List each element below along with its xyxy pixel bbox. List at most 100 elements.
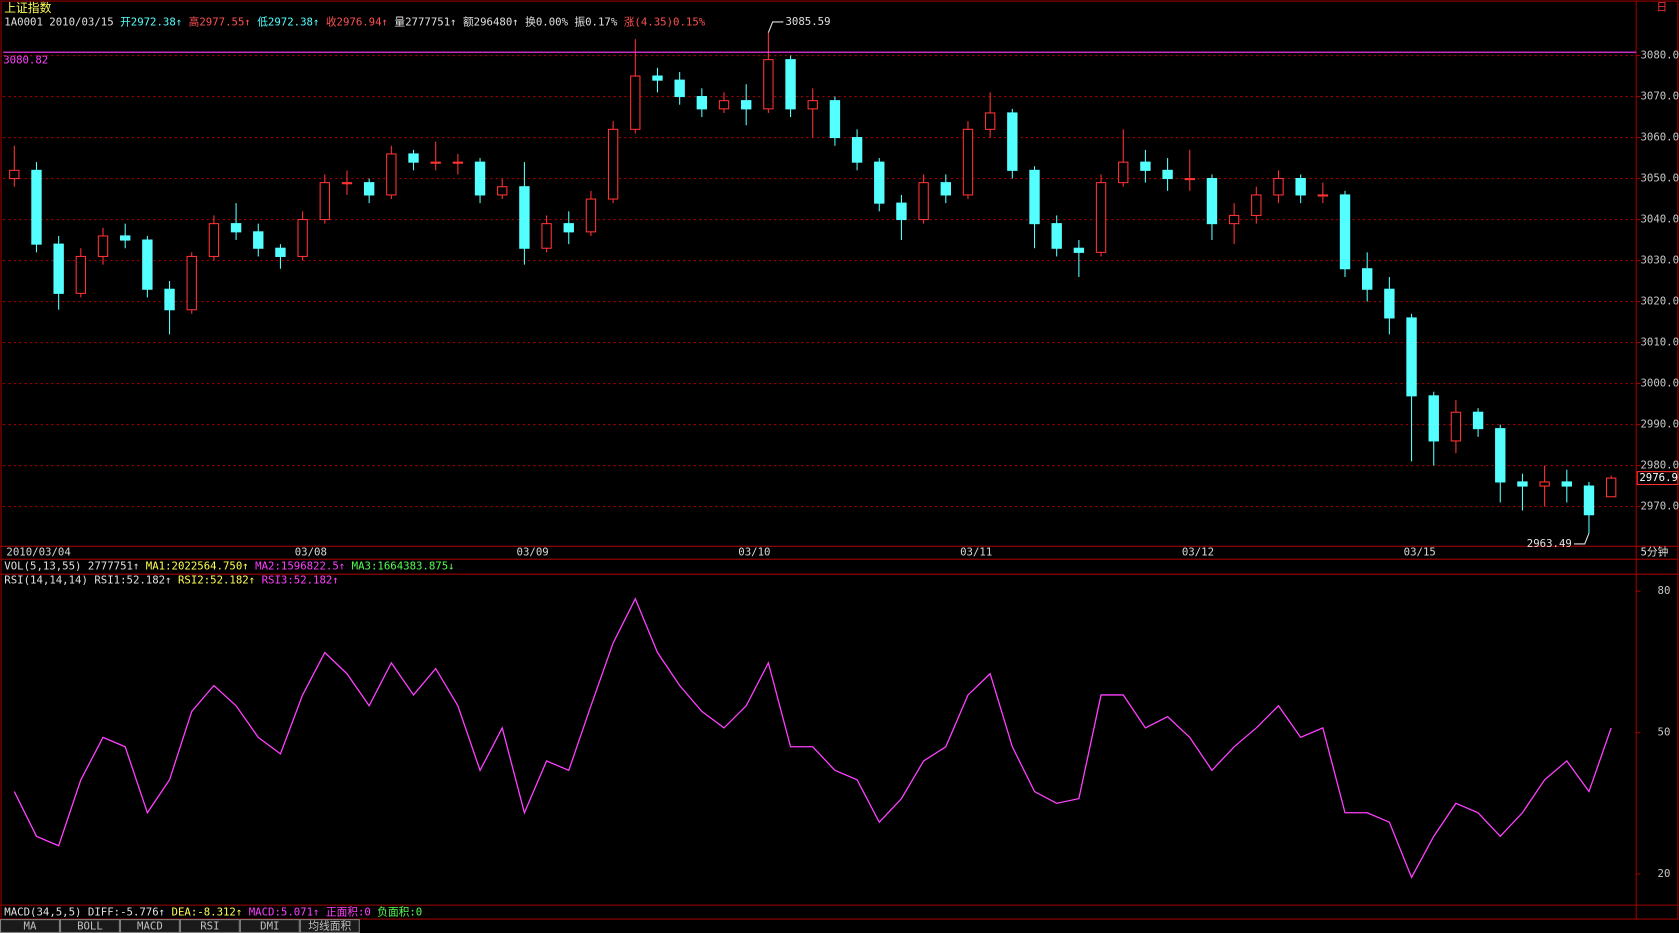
y-tick-label: 3020.0 <box>1640 295 1679 308</box>
candle-body <box>918 182 929 221</box>
extreme-label: 3085.59 <box>786 15 831 28</box>
candle-body <box>652 75 663 81</box>
candle-body <box>1495 428 1506 483</box>
candle-body <box>585 198 597 233</box>
x-tick-label: 03/11 <box>960 546 992 559</box>
candle-body <box>1295 178 1306 196</box>
info-text: RSI(14,14,14) <box>4 574 88 587</box>
y-tick-label: 2980.0 <box>1640 459 1679 472</box>
candle-body <box>1428 395 1439 442</box>
x-tick-label: 03/10 <box>738 546 770 559</box>
candle-body <box>253 231 264 249</box>
y-tick-label: 3030.0 <box>1640 254 1679 267</box>
candle-body <box>53 243 64 294</box>
x-tick-label: 03/09 <box>517 546 549 559</box>
candle-body <box>674 79 685 98</box>
candle-body <box>1251 194 1262 216</box>
info-text: VOL(5,13,55) <box>4 560 81 573</box>
candle-body <box>896 202 907 221</box>
info-text: 涨(4.35)0.15% <box>624 15 706 28</box>
info-text: RSI2:52.182↑ <box>178 574 255 587</box>
candle-body <box>874 161 885 204</box>
info-text: 高2977.55↑ <box>189 15 251 28</box>
y-tick-label: 50 <box>1658 726 1671 739</box>
period-label: 5分钟 <box>1640 546 1668 559</box>
candle-body <box>9 169 20 180</box>
candle-body <box>1007 112 1018 171</box>
info-text: 2777751↑ <box>88 560 139 573</box>
candle-body <box>1605 477 1617 498</box>
tab-label[interactable]: DMI <box>260 920 279 933</box>
period-button[interactable]: 日 <box>1657 0 1668 13</box>
candle-body <box>474 161 486 196</box>
x-tick-label: 03/12 <box>1182 546 1214 559</box>
candle-body <box>1118 161 1129 184</box>
info-text: MA1:2022564.750↑ <box>146 560 249 573</box>
candle-body <box>940 182 951 196</box>
candle-body <box>807 100 818 110</box>
tab-label[interactable]: MACD <box>137 920 163 933</box>
tab[interactable] <box>299 919 360 933</box>
candle-body <box>1206 178 1218 225</box>
candle-body <box>142 239 153 290</box>
candle-body <box>208 223 220 257</box>
candle-body <box>696 96 708 110</box>
tab-label[interactable]: MA <box>24 920 37 933</box>
candle-body <box>408 153 419 163</box>
candle-body <box>718 100 730 110</box>
info-text: 正面积:0 <box>326 906 371 919</box>
extreme-leader <box>767 21 784 33</box>
y-tick-label: 2990.0 <box>1640 418 1679 431</box>
tab-label[interactable]: BOLL <box>77 920 103 933</box>
candle-body <box>630 75 641 130</box>
tab[interactable] <box>239 919 300 933</box>
info-text: DIFF:-5.776↑ <box>88 906 165 919</box>
info-text: MACD(34,5,5) <box>4 906 81 919</box>
candle-body <box>785 59 796 110</box>
tab[interactable] <box>59 919 120 933</box>
y-tick-label: 80 <box>1658 584 1671 597</box>
info-text: 1A0001 <box>4 15 43 28</box>
tab[interactable] <box>179 919 240 933</box>
candle-body <box>1472 411 1484 430</box>
info-text: RSI3:52.182↑ <box>262 574 339 587</box>
candle-body <box>97 235 109 257</box>
candle-body <box>984 112 996 130</box>
candle-body <box>430 161 441 164</box>
candle-body <box>607 128 619 200</box>
y-tick-label: 20 <box>1658 867 1671 880</box>
y-tick-label: 3000.0 <box>1640 377 1679 390</box>
x-tick-label: 03/08 <box>295 546 327 559</box>
y-tick-label: 2970.0 <box>1640 500 1679 513</box>
candle-body <box>186 255 197 311</box>
candle-body <box>741 100 752 110</box>
candle-body <box>1450 411 1462 442</box>
info-text: DEA:-8.312↑ <box>172 906 243 919</box>
candle-body <box>1317 194 1329 197</box>
candle-body <box>1406 317 1417 397</box>
y-tick-label: 3060.0 <box>1640 131 1679 144</box>
rsi-line <box>13 597 1612 879</box>
x-tick-label: 2010/03/04 <box>6 546 70 559</box>
tab-label[interactable]: RSI <box>200 920 219 933</box>
candle-body <box>497 186 508 196</box>
extreme-leader <box>1573 533 1590 545</box>
y-tick-label: 3080.0 <box>1640 49 1679 62</box>
tab-label[interactable]: 均线面积 <box>308 920 351 933</box>
candle-body <box>763 59 774 110</box>
candle-body <box>1184 178 1195 181</box>
candle-body <box>1051 223 1062 249</box>
y-tick-label: 3050.0 <box>1640 172 1679 185</box>
candle-body <box>1539 481 1550 487</box>
candle-body <box>341 182 353 185</box>
tab[interactable] <box>119 919 180 933</box>
tab[interactable] <box>0 919 60 933</box>
info-text: MA2:1596822.5↑ <box>255 560 345 573</box>
info-text: 额296480↑ <box>463 15 519 28</box>
candle-body <box>1095 182 1107 253</box>
info-text: 负面积:0 <box>377 906 422 919</box>
candle-body <box>1384 288 1395 319</box>
